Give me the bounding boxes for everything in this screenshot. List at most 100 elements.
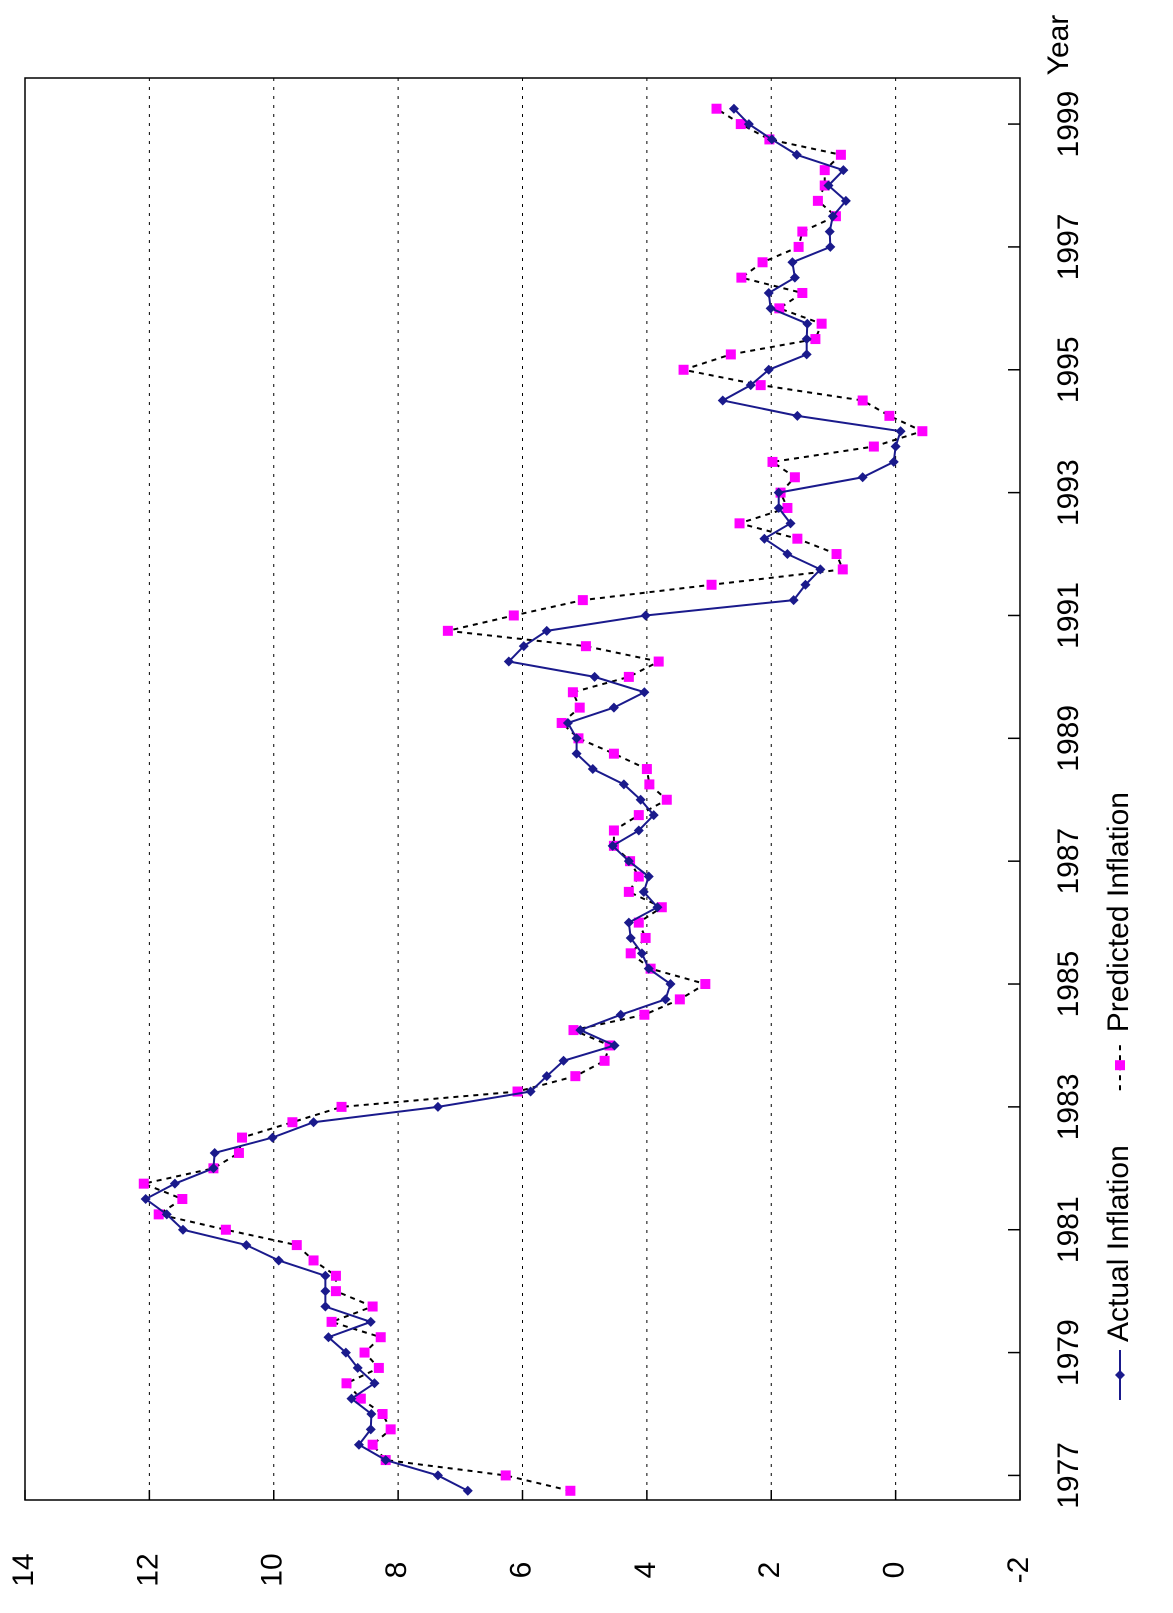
data-point (633, 871, 644, 882)
data-point (385, 1424, 396, 1435)
data-point (827, 211, 838, 222)
data-point (365, 1316, 376, 1327)
data-point (618, 779, 629, 790)
data-point (369, 1378, 380, 1389)
y-tick-label: -2 (1002, 1557, 1035, 1584)
data-point (625, 948, 636, 959)
data-point (743, 119, 754, 130)
x-tick-label: 1993 (1052, 459, 1085, 526)
data-point (660, 994, 671, 1005)
data-point (375, 1332, 386, 1343)
data-point (831, 549, 842, 560)
data-point (755, 380, 766, 391)
data-point (745, 380, 756, 391)
data-point (706, 579, 717, 590)
data-point (759, 533, 770, 544)
data-point (800, 579, 811, 590)
data-point (208, 1163, 219, 1174)
data-point (797, 226, 808, 237)
data-point (623, 917, 634, 928)
data-point (353, 1439, 364, 1450)
data-point (648, 810, 659, 821)
data-point (340, 1347, 351, 1358)
data-point (785, 518, 796, 529)
data-point (639, 687, 650, 698)
data-point (525, 1086, 536, 1097)
data-point (241, 1240, 252, 1251)
data-point (661, 794, 672, 805)
data-point (462, 1485, 473, 1496)
data-point (884, 410, 895, 421)
data-point (773, 502, 784, 513)
data-point (823, 180, 834, 191)
data-point (571, 733, 582, 744)
y-tick-label: 8 (380, 1562, 413, 1579)
data-point (789, 472, 800, 483)
data-point (641, 764, 652, 775)
data-point (792, 533, 803, 544)
data-point (773, 487, 784, 498)
data-point (570, 1071, 581, 1082)
x-tick-label: 1997 (1052, 214, 1085, 281)
legend: Actual Inflation Predicted Inflation (1102, 792, 1135, 1400)
data-point (503, 656, 514, 667)
data-point (565, 1485, 576, 1496)
data-point (580, 641, 591, 652)
data-point (625, 932, 636, 943)
data-point (717, 395, 728, 406)
data-point (562, 717, 573, 728)
data-point (766, 134, 777, 145)
data-point (728, 103, 739, 114)
data-point (802, 318, 813, 329)
data-point (868, 441, 879, 452)
data-point (816, 318, 827, 329)
data-point (237, 1132, 248, 1143)
data-point (812, 195, 823, 206)
y-tick-label: 2 (753, 1562, 786, 1579)
data-point (608, 702, 619, 713)
data-point (608, 748, 619, 759)
legend-label: Actual Inflation (1102, 1145, 1135, 1342)
data-point (801, 349, 812, 360)
data-point (558, 1055, 569, 1066)
data-point (643, 963, 654, 974)
data-point (735, 119, 746, 130)
data-point (825, 241, 836, 252)
data-point (177, 1194, 188, 1205)
data-point (352, 1362, 363, 1373)
legend-marker (1115, 1370, 1125, 1380)
data-point (623, 856, 634, 867)
data-point (615, 1009, 626, 1020)
data-point (888, 456, 899, 467)
y-tick-label: 14 (7, 1553, 40, 1586)
x-tick-label: 1977 (1052, 1442, 1085, 1509)
x-tick-label: 1989 (1052, 705, 1085, 772)
data-point (819, 165, 830, 176)
y-tick-label: 0 (878, 1562, 911, 1579)
data-point (589, 671, 600, 682)
data-point (810, 334, 821, 345)
data-point (711, 103, 722, 114)
data-point (346, 1393, 357, 1404)
y-tick-label: 4 (629, 1562, 662, 1579)
data-point (917, 426, 928, 437)
data-point (380, 1455, 391, 1466)
data-point (725, 349, 736, 360)
data-point (623, 671, 634, 682)
data-point (633, 917, 644, 928)
data-point (336, 1101, 347, 1112)
x-tick-label: 1983 (1052, 1074, 1085, 1141)
legend-marker (1115, 1060, 1125, 1071)
data-point (233, 1147, 244, 1158)
data-point (138, 1178, 149, 1189)
data-point (774, 303, 785, 314)
data-point (782, 549, 793, 560)
data-point (638, 886, 649, 897)
data-point (574, 702, 585, 713)
data-point (518, 641, 529, 652)
y-tick-label: 12 (131, 1553, 164, 1586)
data-point (787, 257, 798, 268)
data-point (442, 625, 453, 636)
x-tick-label: 1979 (1052, 1319, 1085, 1386)
data-point (571, 748, 582, 759)
